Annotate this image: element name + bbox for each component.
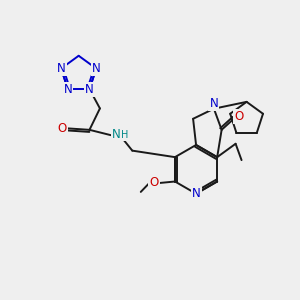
Text: O: O xyxy=(149,176,159,190)
Text: N: N xyxy=(112,128,121,141)
Text: O: O xyxy=(58,122,67,135)
Text: H: H xyxy=(121,130,129,140)
Text: N: N xyxy=(209,97,218,110)
Text: O: O xyxy=(235,110,244,123)
Text: N: N xyxy=(64,82,72,96)
Text: N: N xyxy=(85,82,94,96)
Text: N: N xyxy=(92,62,100,75)
Text: N: N xyxy=(57,62,65,75)
Text: N: N xyxy=(192,187,200,200)
